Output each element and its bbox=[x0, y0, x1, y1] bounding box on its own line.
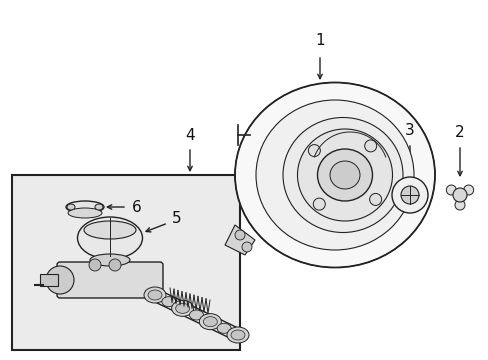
Text: 2: 2 bbox=[454, 125, 464, 140]
Ellipse shape bbox=[162, 297, 176, 307]
Circle shape bbox=[454, 200, 464, 210]
Circle shape bbox=[109, 259, 121, 271]
Circle shape bbox=[446, 185, 455, 195]
Ellipse shape bbox=[77, 217, 142, 259]
Circle shape bbox=[400, 186, 418, 204]
Ellipse shape bbox=[329, 161, 359, 189]
Ellipse shape bbox=[175, 303, 189, 313]
Text: 4: 4 bbox=[185, 127, 194, 143]
Ellipse shape bbox=[297, 129, 392, 221]
Ellipse shape bbox=[171, 300, 193, 316]
Circle shape bbox=[313, 198, 325, 210]
Circle shape bbox=[242, 242, 251, 252]
Ellipse shape bbox=[90, 254, 130, 266]
Ellipse shape bbox=[95, 204, 103, 210]
Text: 6: 6 bbox=[132, 199, 142, 215]
Circle shape bbox=[308, 145, 320, 157]
Ellipse shape bbox=[317, 149, 372, 201]
Ellipse shape bbox=[217, 323, 231, 333]
Ellipse shape bbox=[235, 82, 434, 267]
Ellipse shape bbox=[199, 314, 221, 330]
Circle shape bbox=[364, 140, 376, 152]
Bar bbox=[12, 175, 240, 350]
Ellipse shape bbox=[68, 208, 102, 218]
Ellipse shape bbox=[84, 221, 136, 239]
Circle shape bbox=[463, 185, 473, 195]
Circle shape bbox=[46, 266, 74, 294]
Circle shape bbox=[452, 188, 466, 202]
Ellipse shape bbox=[143, 287, 165, 303]
Ellipse shape bbox=[67, 204, 75, 210]
Ellipse shape bbox=[256, 100, 413, 250]
Ellipse shape bbox=[203, 317, 217, 327]
Text: 5: 5 bbox=[172, 211, 182, 225]
Circle shape bbox=[369, 193, 381, 206]
Bar bbox=[40, 274, 58, 286]
Ellipse shape bbox=[230, 330, 244, 340]
Ellipse shape bbox=[148, 290, 162, 300]
Ellipse shape bbox=[189, 310, 203, 320]
Text: 1: 1 bbox=[315, 32, 324, 48]
Ellipse shape bbox=[283, 117, 402, 233]
Ellipse shape bbox=[226, 327, 248, 343]
Circle shape bbox=[89, 259, 101, 271]
Circle shape bbox=[391, 177, 427, 213]
Circle shape bbox=[235, 230, 244, 240]
FancyBboxPatch shape bbox=[57, 262, 163, 298]
Polygon shape bbox=[224, 225, 254, 255]
Ellipse shape bbox=[66, 201, 104, 213]
Text: 3: 3 bbox=[404, 122, 414, 138]
